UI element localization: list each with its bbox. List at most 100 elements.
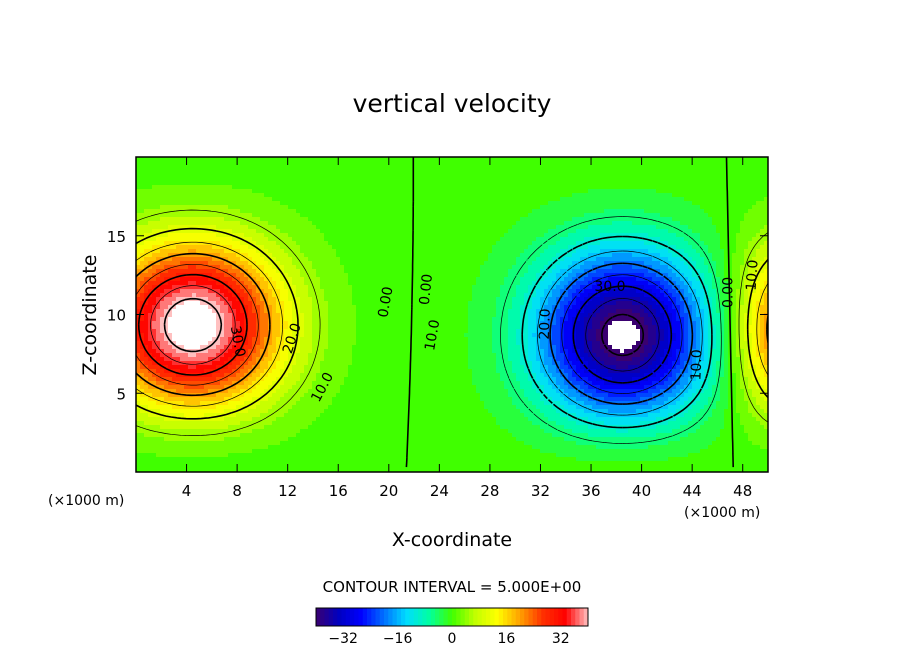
- field-cell: [732, 265, 737, 270]
- field-cell: [480, 281, 485, 286]
- field-cell: [672, 229, 677, 234]
- field-cell: [636, 265, 641, 270]
- field-cell: [316, 185, 321, 190]
- field-cell: [664, 277, 669, 282]
- field-cell: [192, 209, 197, 214]
- field-cell: [536, 249, 541, 254]
- field-cell: [376, 165, 381, 170]
- field-cell: [188, 213, 193, 218]
- field-cell: [216, 161, 221, 166]
- field-cell: [516, 185, 521, 190]
- field-cell: [212, 233, 217, 238]
- velocity-field: [136, 157, 768, 472]
- field-cell: [688, 213, 693, 218]
- field-cell: [304, 201, 309, 206]
- field-cell: [372, 229, 377, 234]
- field-cell: [676, 245, 681, 250]
- field-cell: [160, 201, 165, 206]
- field-cell: [144, 237, 149, 242]
- field-cell: [276, 245, 281, 250]
- field-cell: [572, 193, 577, 198]
- field-cell: [720, 233, 725, 238]
- field-cell: [276, 189, 281, 194]
- field-cell: [640, 225, 645, 230]
- field-cell: [332, 173, 337, 178]
- field-cell: [528, 201, 533, 206]
- field-cell: [596, 245, 601, 250]
- field-cell: [508, 189, 513, 194]
- field-cell: [440, 245, 445, 250]
- field-cell: [268, 249, 273, 254]
- field-cell: [732, 273, 737, 278]
- field-cell: [152, 197, 157, 202]
- field-cell: [472, 277, 477, 282]
- field-cell: [724, 265, 729, 270]
- field-cell: [604, 197, 609, 202]
- field-cell: [236, 269, 241, 274]
- field-cell: [712, 257, 717, 262]
- field-cell: [296, 185, 301, 190]
- field-cell: [700, 173, 705, 178]
- field-cell: [384, 157, 389, 162]
- field-cell: [416, 233, 421, 238]
- field-cell: [560, 225, 565, 230]
- field-cell: [320, 209, 325, 214]
- field-cell: [328, 161, 333, 166]
- field-cell: [580, 237, 585, 242]
- field-cell: [148, 273, 153, 278]
- field-cell: [236, 193, 241, 198]
- field-cell: [268, 229, 273, 234]
- field-cell: [620, 233, 625, 238]
- field-cell: [568, 265, 573, 270]
- field-cell: [288, 249, 293, 254]
- field-cell: [508, 273, 513, 278]
- field-cell: [312, 197, 317, 202]
- field-cell: [428, 273, 433, 278]
- field-cell: [728, 185, 733, 190]
- field-cell: [196, 205, 201, 210]
- field-cell: [700, 201, 705, 206]
- field-cell: [240, 181, 245, 186]
- field-cell: [216, 209, 221, 214]
- field-cell: [284, 213, 289, 218]
- field-cell: [216, 233, 221, 238]
- field-cell: [388, 177, 393, 182]
- field-cell: [296, 269, 301, 274]
- field-cell: [244, 233, 249, 238]
- field-cell: [272, 165, 277, 170]
- field-cell: [140, 189, 145, 194]
- field-cell: [152, 173, 157, 178]
- field-cell: [580, 201, 585, 206]
- field-cell: [252, 157, 257, 162]
- field-cell: [764, 237, 768, 242]
- field-cell: [464, 173, 469, 178]
- field-cell: [512, 205, 517, 210]
- field-cell: [272, 169, 277, 174]
- field-cell: [564, 185, 569, 190]
- field-cell: [380, 213, 385, 218]
- field-cell: [480, 253, 485, 258]
- field-cell: [356, 269, 361, 274]
- field-cell: [392, 157, 397, 162]
- field-cell: [496, 261, 501, 266]
- field-cell: [420, 249, 425, 254]
- field-cell: [336, 229, 341, 234]
- field-cell: [276, 169, 281, 174]
- field-cell: [412, 245, 417, 250]
- field-cell: [552, 241, 557, 246]
- field-cell: [492, 161, 497, 166]
- field-cell: [156, 265, 161, 270]
- field-cell: [656, 249, 661, 254]
- field-cell: [532, 257, 537, 262]
- field-cell: [472, 213, 477, 218]
- field-cell: [360, 165, 365, 170]
- field-cell: [256, 273, 261, 278]
- field-cell: [472, 269, 477, 274]
- field-cell: [164, 265, 169, 270]
- field-cell: [632, 273, 637, 278]
- field-cell: [388, 237, 393, 242]
- field-cell: [248, 277, 253, 282]
- field-cell: [568, 257, 573, 262]
- field-cell: [312, 273, 317, 278]
- field-cell: [516, 193, 521, 198]
